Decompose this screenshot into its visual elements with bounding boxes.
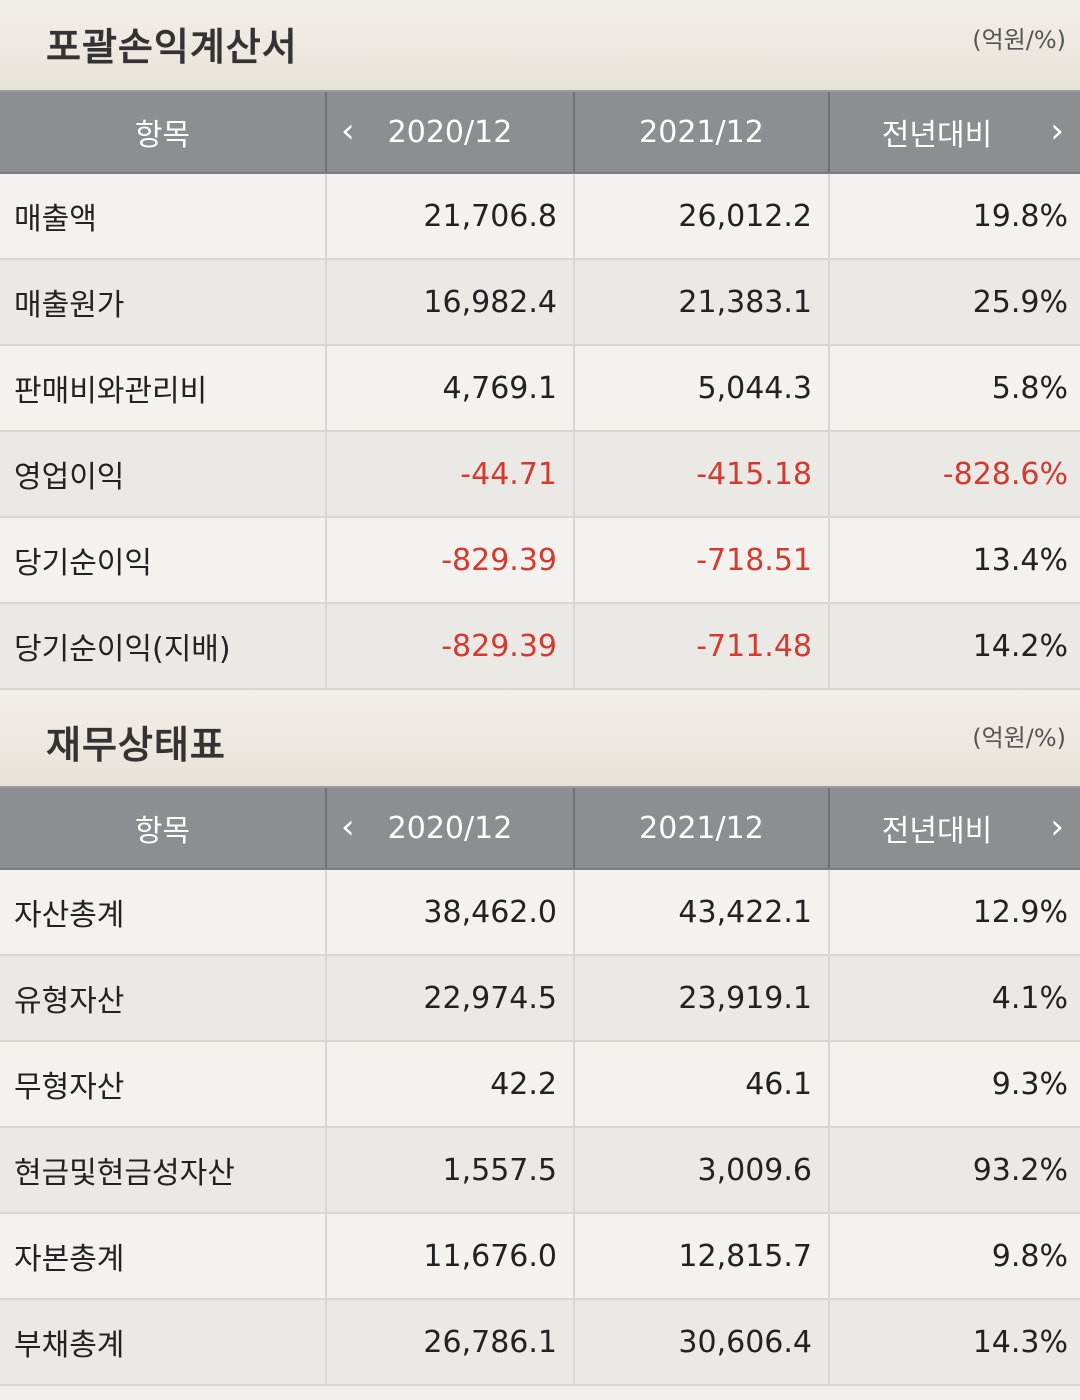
header-col-yoy-label: 전년대비 bbox=[881, 814, 993, 849]
header-col-2020-label: 2020/12 bbox=[387, 114, 513, 150]
table-row: 부채총계 26,786.1 30,606.4 14.3% bbox=[0, 1300, 1080, 1386]
section-title: 포괄손익계산서 bbox=[46, 25, 298, 69]
chevron-right-icon[interactable]: › bbox=[1050, 807, 1064, 848]
value-2021: 30,606.4 bbox=[573, 1300, 828, 1384]
header-col-2020: ‹ 2020/12 bbox=[325, 92, 573, 172]
value-2021: 12,815.7 bbox=[573, 1214, 828, 1298]
table-row: 자산총계 38,462.0 43,422.1 12.9% bbox=[0, 870, 1080, 956]
table-row: 유형자산 22,974.5 23,919.1 4.1% bbox=[0, 956, 1080, 1042]
row-label: 매출액 bbox=[14, 202, 97, 237]
table-header: 항목 ‹ 2020/12 2021/12 전년대비 › bbox=[0, 90, 1080, 174]
table-row: 판매비와관리비 4,769.1 5,044.3 5.8% bbox=[0, 346, 1080, 432]
row-label: 자산총계 bbox=[14, 898, 125, 933]
header-item: 항목 bbox=[134, 118, 191, 153]
value-2020: 1,557.5 bbox=[325, 1128, 573, 1212]
value-2021: 26,012.2 bbox=[573, 174, 828, 258]
value-yoy: 14.2% bbox=[828, 604, 1080, 688]
balance-sheet-section: 재무상태표 (억원/%) 항목 ‹ 2020/12 2021/12 전년대비 ›… bbox=[0, 690, 1080, 1386]
header-item: 항목 bbox=[134, 814, 191, 849]
section-title: 재무상태표 bbox=[46, 723, 226, 767]
value-yoy: 25.9% bbox=[828, 260, 1080, 344]
row-label: 무형자산 bbox=[14, 1070, 125, 1105]
value-2021: -718.51 bbox=[573, 518, 828, 602]
row-label: 자본총계 bbox=[14, 1242, 125, 1277]
value-2020: -829.39 bbox=[325, 604, 573, 688]
value-2021: 23,919.1 bbox=[573, 956, 828, 1040]
value-2020: -44.71 bbox=[325, 432, 573, 516]
value-2020: 26,786.1 bbox=[325, 1300, 573, 1384]
row-label: 매출원가 bbox=[14, 288, 125, 323]
value-yoy: 19.8% bbox=[828, 174, 1080, 258]
row-label: 당기순이익(지배) bbox=[14, 632, 231, 667]
chevron-right-icon[interactable]: › bbox=[1050, 111, 1064, 152]
table-row: 영업이익 -44.71 -415.18 -828.6% bbox=[0, 432, 1080, 518]
value-yoy: 9.3% bbox=[828, 1042, 1080, 1126]
unit-label: (억원/%) bbox=[972, 26, 1066, 54]
header-col-2021: 2021/12 bbox=[573, 92, 828, 172]
row-label: 부채총계 bbox=[14, 1328, 125, 1363]
row-label: 유형자산 bbox=[14, 984, 125, 1019]
table-row: 매출원가 16,982.4 21,383.1 25.9% bbox=[0, 260, 1080, 346]
value-2021: 46.1 bbox=[573, 1042, 828, 1126]
income-statement-header: 포괄손익계산서 (억원/%) bbox=[0, 0, 1080, 90]
value-2020: 38,462.0 bbox=[325, 870, 573, 954]
table-row: 당기순이익(지배) -829.39 -711.48 14.2% bbox=[0, 604, 1080, 690]
value-2021: 43,422.1 bbox=[573, 870, 828, 954]
value-2021: -711.48 bbox=[573, 604, 828, 688]
table-row: 자본총계 11,676.0 12,815.7 9.8% bbox=[0, 1214, 1080, 1300]
value-yoy: 5.8% bbox=[828, 346, 1080, 430]
table-header: 항목 ‹ 2020/12 2021/12 전년대비 › bbox=[0, 786, 1080, 870]
value-2021: 3,009.6 bbox=[573, 1128, 828, 1212]
chevron-left-icon[interactable]: ‹ bbox=[341, 111, 355, 152]
header-col-yoy: 전년대비 › bbox=[828, 788, 1080, 868]
header-col-yoy-label: 전년대비 bbox=[881, 118, 993, 153]
row-label: 판매비와관리비 bbox=[14, 374, 208, 409]
value-yoy: 12.9% bbox=[828, 870, 1080, 954]
table-row: 매출액 21,706.8 26,012.2 19.8% bbox=[0, 174, 1080, 260]
value-2020: 21,706.8 bbox=[325, 174, 573, 258]
value-2020: 16,982.4 bbox=[325, 260, 573, 344]
header-col-yoy: 전년대비 › bbox=[828, 92, 1080, 172]
value-2021: 5,044.3 bbox=[573, 346, 828, 430]
value-yoy: 14.3% bbox=[828, 1300, 1080, 1384]
header-col-2020: ‹ 2020/12 bbox=[325, 788, 573, 868]
header-col-2020-label: 2020/12 bbox=[387, 810, 513, 846]
chevron-left-icon[interactable]: ‹ bbox=[341, 807, 355, 848]
value-2020: 42.2 bbox=[325, 1042, 573, 1126]
row-label: 영업이익 bbox=[14, 460, 125, 495]
value-2020: 22,974.5 bbox=[325, 956, 573, 1040]
table-body: 자산총계 38,462.0 43,422.1 12.9% 유형자산 22,974… bbox=[0, 870, 1080, 1386]
table-body: 매출액 21,706.8 26,012.2 19.8% 매출원가 16,982.… bbox=[0, 174, 1080, 690]
value-yoy: 9.8% bbox=[828, 1214, 1080, 1298]
balance-sheet-header: 재무상태표 (억원/%) bbox=[0, 690, 1080, 786]
unit-label: (억원/%) bbox=[972, 724, 1066, 752]
header-col-2021: 2021/12 bbox=[573, 788, 828, 868]
value-2020: -829.39 bbox=[325, 518, 573, 602]
table-row: 당기순이익 -829.39 -718.51 13.4% bbox=[0, 518, 1080, 604]
value-2021: 21,383.1 bbox=[573, 260, 828, 344]
value-yoy: 93.2% bbox=[828, 1128, 1080, 1212]
value-2020: 11,676.0 bbox=[325, 1214, 573, 1298]
table-row: 무형자산 42.2 46.1 9.3% bbox=[0, 1042, 1080, 1128]
value-2020: 4,769.1 bbox=[325, 346, 573, 430]
value-yoy: 4.1% bbox=[828, 956, 1080, 1040]
row-label: 당기순이익 bbox=[14, 546, 152, 581]
value-yoy: 13.4% bbox=[828, 518, 1080, 602]
income-statement-section: 포괄손익계산서 (억원/%) 항목 ‹ 2020/12 2021/12 전년대비… bbox=[0, 0, 1080, 690]
row-label: 현금및현금성자산 bbox=[14, 1156, 235, 1191]
value-yoy: -828.6% bbox=[828, 432, 1080, 516]
table-row: 현금및현금성자산 1,557.5 3,009.6 93.2% bbox=[0, 1128, 1080, 1214]
value-2021: -415.18 bbox=[573, 432, 828, 516]
